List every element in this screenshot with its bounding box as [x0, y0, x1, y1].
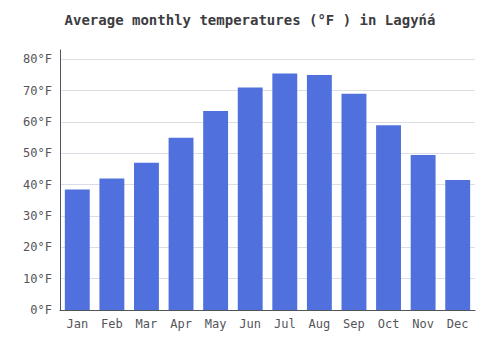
svg-text:Nov: Nov — [412, 317, 434, 331]
svg-text:40°F: 40°F — [23, 178, 52, 192]
svg-text:20°F: 20°F — [23, 240, 52, 254]
svg-text:10°F: 10°F — [23, 272, 52, 286]
svg-text:Average monthly temperatures (: Average monthly temperatures (°F ) in La… — [65, 12, 436, 28]
svg-text:Feb: Feb — [101, 317, 123, 331]
svg-text:Jun: Jun — [239, 317, 261, 331]
svg-text:Jan: Jan — [66, 317, 88, 331]
svg-text:Jul: Jul — [274, 317, 296, 331]
svg-text:30°F: 30°F — [23, 209, 52, 223]
svg-text:50°F: 50°F — [23, 146, 52, 160]
svg-text:Apr: Apr — [170, 317, 192, 331]
svg-text:Aug: Aug — [309, 317, 331, 331]
svg-text:Mar: Mar — [136, 317, 158, 331]
svg-text:70°F: 70°F — [23, 84, 52, 98]
svg-text:60°F: 60°F — [23, 115, 52, 129]
svg-text:0°F: 0°F — [30, 303, 52, 317]
svg-text:Dec: Dec — [447, 317, 469, 331]
svg-text:80°F: 80°F — [23, 52, 52, 66]
svg-text:May: May — [205, 317, 227, 331]
svg-text:Sep: Sep — [343, 317, 365, 331]
svg-text:Oct: Oct — [378, 317, 400, 331]
